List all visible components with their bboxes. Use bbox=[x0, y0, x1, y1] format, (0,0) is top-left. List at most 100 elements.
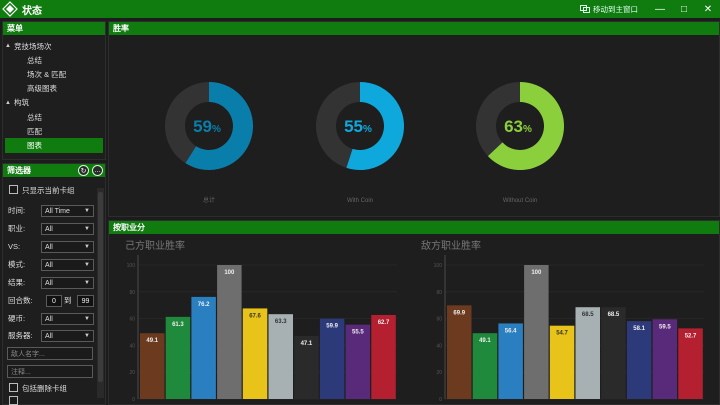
turns-to-input[interactable]: 99 bbox=[77, 295, 94, 307]
bar-value-label: 52.7 bbox=[685, 333, 697, 339]
by-class-header: 按职业分 bbox=[109, 221, 719, 234]
expand-arrow-icon: ▲ bbox=[5, 99, 11, 106]
move-to-main-window-button[interactable]: 移动到主窗口 bbox=[580, 4, 638, 15]
y-tick-label: 40 bbox=[436, 343, 442, 349]
dropdown-arrow-icon: ▼ bbox=[84, 280, 90, 286]
class-select[interactable]: All ▼ bbox=[41, 223, 94, 235]
chart-title: 敌方职业胜率 bbox=[421, 239, 481, 252]
menu-tree: ▲ 竞技场场次 总结 场次 & 匹配 高级图表 ▲ 构筑 总结 匹配 图表 bbox=[5, 39, 103, 153]
mode-select[interactable]: All ▼ bbox=[41, 259, 94, 271]
menu-item-label: 高级图表 bbox=[27, 84, 57, 94]
y-tick-label: 20 bbox=[436, 370, 442, 376]
dropdown-arrow-icon: ▼ bbox=[84, 316, 90, 322]
filter-checkbox-partial[interactable] bbox=[9, 396, 18, 405]
bar-value-label: 100 bbox=[531, 270, 542, 276]
y-tick-label: 0 bbox=[132, 397, 135, 403]
bar-value-label: 63.3 bbox=[275, 319, 287, 325]
by-class-panel: 按职业分 己方职业胜率 0 20 40 60 80 100 49.1 61.3 76.2 100 67… bbox=[108, 220, 720, 405]
bar bbox=[626, 321, 652, 399]
menu-item-arena-summary[interactable]: 总结 bbox=[5, 53, 103, 67]
menu-item-label: 构筑 bbox=[14, 98, 29, 108]
time-label: 时间: bbox=[8, 206, 26, 215]
close-button[interactable]: ✕ bbox=[703, 3, 713, 15]
mode-select-value: All bbox=[45, 261, 53, 269]
coin-select[interactable]: All ▼ bbox=[41, 313, 94, 325]
time-select[interactable]: All Time ▼ bbox=[41, 205, 94, 217]
dropdown-arrow-icon: ▼ bbox=[84, 333, 90, 339]
bar-value-label: 59.5 bbox=[659, 324, 671, 330]
menu-item-decks-summary[interactable]: 总结 bbox=[5, 110, 103, 124]
bar bbox=[371, 314, 396, 399]
bar-value-label: 68.5 bbox=[608, 312, 620, 318]
opponent-name-input[interactable]: 敌人名字... bbox=[7, 347, 93, 360]
bar bbox=[191, 296, 216, 399]
menu-item-decks[interactable]: ▲ 构筑 bbox=[5, 96, 103, 110]
more-options-icon[interactable]: … bbox=[92, 165, 103, 176]
window-title: 状态 bbox=[22, 5, 42, 17]
dropdown-arrow-icon: ▼ bbox=[84, 226, 90, 232]
winrate-panel: 胜率 59% 总计 55% With Coin 63% Without Coin bbox=[108, 21, 720, 217]
y-tick-label: 80 bbox=[436, 290, 442, 296]
bar-value-label: 56.4 bbox=[505, 328, 517, 334]
menu-item-label: 场次 & 匹配 bbox=[27, 69, 67, 79]
bar bbox=[498, 323, 523, 399]
scrollbar-thumb[interactable] bbox=[98, 192, 103, 382]
refresh-icon[interactable]: ↻ bbox=[78, 165, 89, 176]
bar bbox=[601, 307, 626, 399]
server-label: 服务器: bbox=[8, 331, 33, 340]
turns-from-input[interactable]: 0 bbox=[46, 295, 62, 307]
note-input[interactable]: 注释... bbox=[7, 365, 93, 378]
class-select-value: All bbox=[45, 225, 53, 233]
menu-item-decks-matches[interactable]: 匹配 bbox=[5, 124, 103, 138]
title-bar: 状态 移动到主窗口 — □ ✕ bbox=[0, 0, 720, 18]
bar-value-label: 69.9 bbox=[453, 310, 465, 316]
server-select-value: All bbox=[45, 332, 53, 340]
menu-item-arena-matches[interactable]: 场次 & 匹配 bbox=[5, 67, 103, 81]
chart-title: 己方职业胜率 bbox=[125, 239, 185, 252]
maximize-button[interactable]: □ bbox=[680, 3, 688, 15]
menu-item-arena-runs[interactable]: ▲ 竞技场场次 bbox=[5, 39, 103, 53]
expand-arrow-icon: ▲ bbox=[5, 43, 11, 50]
include-deleted-label: 包括删除卡组 bbox=[22, 384, 67, 393]
coin-select-value: All bbox=[45, 315, 53, 323]
y-tick-label: 80 bbox=[129, 290, 135, 296]
donut-label: 总计 bbox=[203, 196, 215, 204]
result-label: 结果: bbox=[8, 278, 26, 287]
menu-item-label: 匹配 bbox=[27, 126, 42, 136]
bar bbox=[549, 325, 575, 399]
winrate-donuts: 59% 总计 55% With Coin 63% Without Coin bbox=[165, 82, 565, 204]
donut-label: Without Coin bbox=[503, 198, 537, 204]
bar-value-label: 76.2 bbox=[198, 302, 210, 308]
donut-percent: 59% bbox=[193, 117, 221, 136]
minimize-button[interactable]: — bbox=[655, 3, 665, 15]
menu-item-arena-advanced-charts[interactable]: 高级图表 bbox=[5, 82, 103, 96]
menu-panel: 菜单 ▲ 竞技场场次 总结 场次 & 匹配 高级图表 ▲ 构筑 总结 匹配 图表 bbox=[2, 21, 106, 160]
donut-label: With Coin bbox=[347, 198, 373, 204]
only-current-deck-checkbox[interactable] bbox=[9, 185, 18, 194]
result-select[interactable]: All ▼ bbox=[41, 277, 94, 289]
include-deleted-checkbox[interactable] bbox=[9, 383, 18, 392]
filter-scrollbar[interactable] bbox=[97, 188, 104, 398]
turns-to-label: 到 bbox=[64, 296, 72, 305]
bar-value-label: 68.5 bbox=[582, 312, 594, 318]
donut-arc bbox=[346, 82, 405, 170]
menu-item-label: 竞技场场次 bbox=[14, 41, 52, 51]
class-winrate-charts: 己方职业胜率 0 20 40 60 80 100 49.1 61.3 76.2 100 67.6 63.… bbox=[125, 239, 704, 403]
bar bbox=[447, 305, 472, 399]
bar bbox=[165, 316, 191, 399]
menu-item-decks-charts[interactable]: 图表 bbox=[5, 138, 103, 153]
bar bbox=[268, 314, 293, 399]
bar-value-label: 62.7 bbox=[378, 320, 390, 326]
bar bbox=[575, 307, 600, 399]
dropdown-arrow-icon: ▼ bbox=[84, 262, 90, 268]
y-tick-label: 100 bbox=[434, 263, 443, 269]
vs-select[interactable]: All ▼ bbox=[41, 241, 94, 253]
coin-label: 硬币: bbox=[8, 314, 26, 323]
bar-value-label: 61.3 bbox=[172, 322, 184, 328]
server-select[interactable]: All ▼ bbox=[41, 330, 94, 342]
bar-value-label: 58.1 bbox=[633, 326, 645, 332]
class-label: 职业: bbox=[8, 224, 26, 233]
move-to-main-window-label: 移动到主窗口 bbox=[593, 4, 638, 14]
y-tick-label: 100 bbox=[127, 263, 136, 269]
bar bbox=[140, 333, 165, 399]
